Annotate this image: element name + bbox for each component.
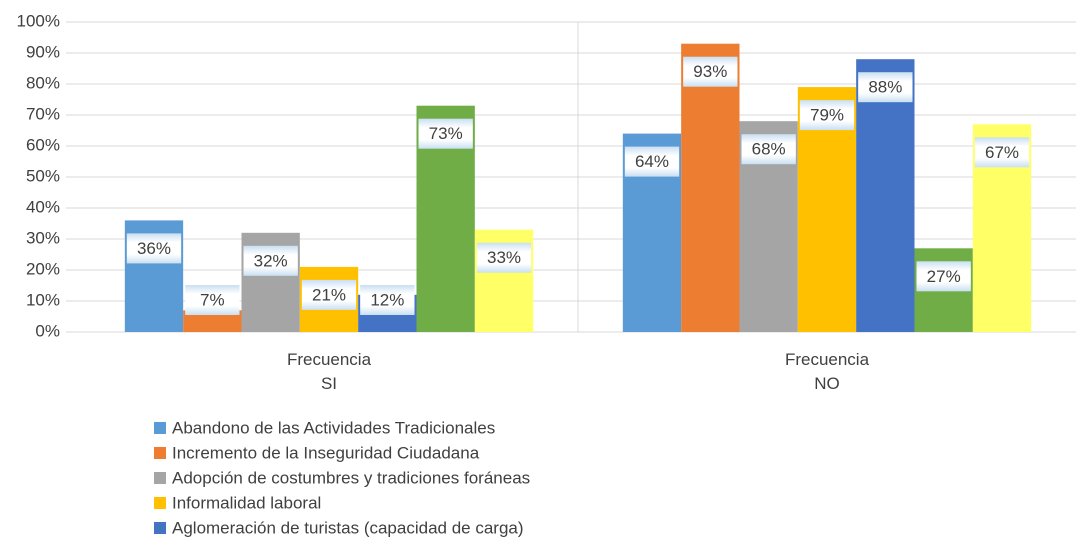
data-label: 12% (370, 290, 404, 309)
data-label: 67% (985, 143, 1019, 162)
data-label: 32% (254, 251, 288, 270)
data-label-box (683, 56, 738, 87)
bar (183, 310, 242, 332)
y-tick-label: 90% (26, 42, 60, 61)
data-label: 79% (810, 106, 844, 125)
y-tick-label: 40% (26, 197, 60, 216)
y-tick-label: 50% (26, 166, 60, 185)
data-label-box (916, 261, 971, 292)
data-label: 21% (312, 285, 346, 304)
legend-label: Incremento de la Inseguridad Ciudadana (172, 443, 480, 462)
legend-swatch (154, 522, 166, 534)
bar (681, 43, 740, 332)
data-label-box (243, 245, 298, 276)
legend-label: Abandono de las Actividades Tradicionale… (172, 418, 495, 437)
y-tick-label: 0% (35, 321, 60, 340)
legend-swatch (154, 497, 166, 509)
legend-swatch (154, 447, 166, 459)
data-label: 36% (137, 239, 171, 258)
y-tick-label: 70% (26, 104, 60, 123)
bar (856, 59, 915, 332)
data-label-box (741, 134, 796, 165)
data-label-box (858, 72, 913, 103)
legend-swatch (154, 472, 166, 484)
y-tick-label: 60% (26, 135, 60, 154)
data-label: 88% (868, 78, 902, 97)
data-label-box (624, 146, 680, 177)
legend-swatch (154, 422, 166, 434)
data-label: 73% (429, 124, 463, 143)
y-tick-label: 100% (17, 11, 60, 30)
data-label: 64% (635, 152, 669, 171)
data-label: 68% (752, 140, 786, 159)
data-label-box (301, 279, 357, 310)
data-label-box (126, 233, 182, 264)
legend-label: Adopción de costumbres y tradiciones for… (172, 468, 530, 487)
data-label-box (974, 137, 1030, 168)
y-tick-label: 80% (26, 73, 60, 92)
y-tick-label: 20% (26, 259, 60, 278)
data-label: 33% (487, 248, 521, 267)
y-tick-label: 30% (26, 228, 60, 247)
data-label-box (799, 100, 855, 131)
legend-label: Informalidad laboral (172, 493, 321, 512)
data-label: 7% (200, 290, 225, 309)
legend-label: Aglomeración de turistas (capacidad de c… (172, 518, 524, 537)
data-label-box (185, 285, 240, 315)
data-label-box (360, 285, 415, 315)
data-label-box (418, 118, 473, 149)
x-tick-label: Frecuencia SI (286, 350, 372, 393)
data-label-box (476, 242, 532, 273)
y-tick-label: 10% (26, 290, 60, 309)
data-label: 93% (693, 62, 727, 81)
x-tick-label: Frecuencia NO (784, 350, 870, 393)
data-label: 27% (927, 267, 961, 286)
